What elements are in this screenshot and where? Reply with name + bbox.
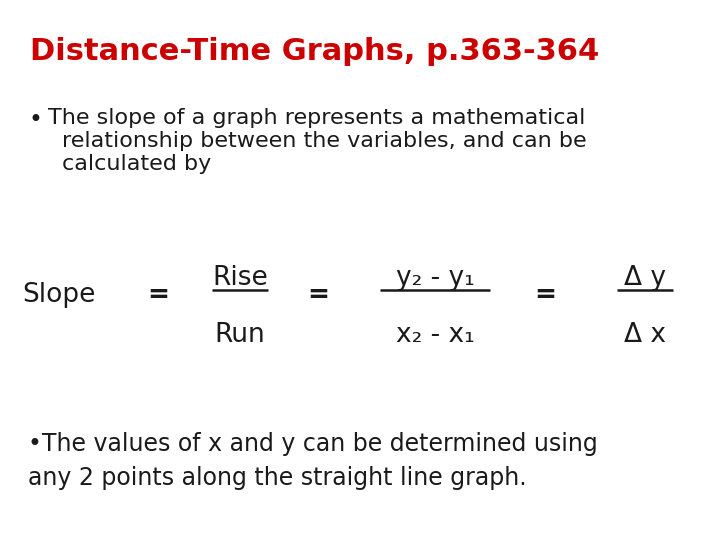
Text: =: = <box>534 282 556 308</box>
Text: Δ y: Δ y <box>624 265 666 291</box>
Text: y₂ - y₁: y₂ - y₁ <box>395 265 474 291</box>
Text: •: • <box>28 108 42 132</box>
Text: •The values of x and y can be determined using
any 2 points along the straight l: •The values of x and y can be determined… <box>28 432 598 490</box>
Text: Slope: Slope <box>22 282 95 308</box>
Text: calculated by: calculated by <box>62 154 211 174</box>
Text: =: = <box>307 282 329 308</box>
Text: x₂ - x₁: x₂ - x₁ <box>395 322 474 348</box>
Text: relationship between the variables, and can be: relationship between the variables, and … <box>62 131 587 151</box>
Text: Δ x: Δ x <box>624 322 666 348</box>
Text: =: = <box>147 282 169 308</box>
Text: Run: Run <box>215 322 266 348</box>
Text: Distance-Time Graphs, p.363-364: Distance-Time Graphs, p.363-364 <box>30 37 599 66</box>
Text: Rise: Rise <box>212 265 268 291</box>
Text: The slope of a graph represents a mathematical: The slope of a graph represents a mathem… <box>48 108 585 128</box>
